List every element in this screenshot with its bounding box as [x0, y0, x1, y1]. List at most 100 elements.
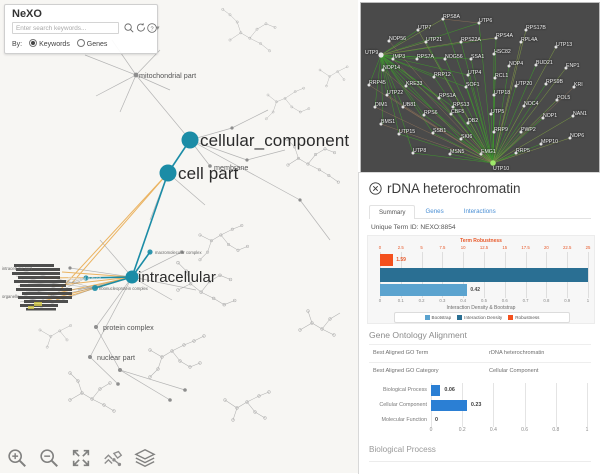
robustness-top-tick: 25: [585, 245, 591, 250]
bar-bootstrap: [380, 284, 468, 296]
go-chart-category-label: Biological Process: [382, 387, 427, 393]
robustness-bottom-tick: 0.4: [460, 298, 467, 303]
ontology-tree-graph: [12, 7, 349, 422]
node-label-macromolecular-complex: macromolecular complex: [155, 250, 202, 255]
legend-swatch: [508, 315, 514, 320]
robustness-top-tick: 15: [502, 245, 508, 250]
robustness-top-tick: 7.5: [439, 245, 446, 250]
radio-genes-label: Genes: [86, 41, 108, 48]
go-chart-value-label: 0.06: [444, 387, 455, 393]
robustness-top-tick: 22.5: [563, 245, 572, 250]
node-cell-part: [159, 164, 177, 182]
section-divider: [369, 461, 591, 462]
search-icon[interactable]: [123, 22, 135, 34]
robustness-top-tick: 0: [378, 245, 382, 250]
term-header: rDNA heterochromatin: [369, 181, 521, 196]
robustness-bottom-tick: 0.7: [522, 298, 529, 303]
term-detail-panel[interactable]: rDNA heterochromatin Summary Genes Inter…: [358, 172, 600, 474]
go-value-term: rDNA heterochromatin: [489, 350, 545, 356]
bar-value-label: 0.42: [470, 287, 481, 293]
go-chart-value-label: 0: [435, 417, 438, 423]
robustness-top-tick: 17.5: [521, 245, 530, 250]
node-label-ribonucleoprotein-complex: ribonucleoprotein complex: [99, 286, 148, 291]
help-icon[interactable]: ?: [146, 22, 158, 34]
layers-icon[interactable]: [134, 447, 156, 469]
legend-item[interactable]: Robustness: [508, 315, 539, 320]
bar-value-label: 1.59: [396, 257, 406, 263]
svg-text:?: ?: [150, 26, 153, 32]
legend-label: Interaction Density: [464, 315, 503, 320]
robustness-bottom-tick: 1: [586, 298, 590, 303]
robustness-bottom-tick: 0.2: [418, 298, 425, 303]
robustness-top-tick: 10: [460, 245, 466, 250]
app-title: NeXO: [12, 8, 42, 20]
node-label-mitochondrial-part: mitochondrial part: [139, 71, 197, 80]
node-cellular-component: [181, 131, 199, 149]
robustness-top-tick: 5: [420, 245, 423, 250]
legend-swatch: [424, 315, 430, 320]
fit-to-screen-icon[interactable]: [70, 447, 92, 469]
tab-interactions[interactable]: Interactions: [463, 208, 496, 215]
go-alignment-title: Gene Ontology Alignment: [369, 330, 467, 340]
go-chart-tick: 0.8: [552, 427, 560, 433]
zoom-out-icon[interactable]: [38, 447, 60, 469]
node-intracellular: [125, 270, 139, 284]
go-chart-bar: [431, 400, 467, 411]
node-label-organelle: organelle: [2, 294, 20, 299]
collapse-network-icon[interactable]: [102, 447, 124, 469]
node-label-nuclear-part: nuclear part: [97, 353, 135, 362]
radio-genes[interactable]: [76, 39, 85, 47]
zoom-in-icon[interactable]: [6, 447, 28, 469]
legend-swatch: [457, 315, 463, 320]
chevron-down-icon[interactable]: ▾: [156, 25, 160, 32]
chart-xlabel-density-bootstrap: Interaction Density & Bootstrap: [446, 305, 516, 311]
gridline: [555, 383, 557, 427]
tab-genes[interactable]: Genes: [425, 208, 444, 215]
chart-title-term-robustness: Term Robustness: [460, 238, 502, 244]
go-chart-value-label: 0.23: [470, 402, 482, 408]
go-chart-bar: [431, 385, 441, 396]
go-chart-category-label: Cellular Component: [379, 402, 427, 408]
robustness-bottom-tick: 0: [378, 298, 382, 303]
search-filter-row[interactable]: By: Keywords Genes: [12, 39, 107, 48]
node-label-intracellular-part: intracellular part: [2, 266, 32, 271]
radio-keywords[interactable]: [29, 39, 38, 47]
gridline: [588, 252, 589, 298]
go-row-category: Best Aligned GO Category Cellular Compon…: [369, 362, 591, 381]
by-label: By:: [12, 41, 23, 48]
node-label-membrane: membrane: [214, 163, 249, 172]
graph-toolbar[interactable]: [6, 447, 156, 469]
legend-label: Robustness: [515, 315, 540, 320]
radio-keywords-label: Keywords: [39, 41, 70, 48]
robustness-bottom-tick: 0.3: [439, 298, 446, 303]
term-robustness-chart: Term Robustness 0 2.5 5 7.5 10 12.5 15 17.5 20 22…: [367, 235, 595, 324]
term-tabs[interactable]: Summary Genes Interactions: [369, 203, 591, 219]
node-label-ribosomal-subunit: ribosomal subunit: [68, 276, 101, 281]
legend-item[interactable]: Interaction Density: [457, 315, 502, 320]
go-key-category: Best Aligned GO Category: [373, 368, 439, 374]
gene-network-graph: [367, 17, 576, 166]
legend-item[interactable]: Bootstrap: [424, 315, 451, 320]
robustness-top-tick: 20: [544, 245, 549, 250]
node-label-protein-complex: protein complex: [103, 323, 154, 332]
gene-interaction-network[interactable]: RPS8A UTP6 UTP7 RPS17B NOP56 UTP21 RPS22A RPS4A…: [360, 2, 600, 174]
tab-summary[interactable]: Summary: [369, 205, 416, 219]
bar-interaction-density: [380, 268, 588, 282]
refresh-icon[interactable]: [135, 22, 147, 34]
robustness-bottom-tick: 0.8: [543, 298, 550, 303]
ontology-tree-view[interactable]: cellular_component cell part intracellul…: [0, 0, 358, 473]
search-panel[interactable]: NeXO ? ▾ By: Keywords Genes: [4, 4, 160, 54]
gridline: [524, 383, 526, 427]
robustness-top-tick: 2.5: [397, 245, 404, 250]
bar-robustness: [380, 254, 394, 266]
go-chart-tick: 0.4: [489, 427, 497, 433]
close-circle-icon[interactable]: [369, 182, 382, 195]
robustness-bottom-tick: 0.5: [481, 298, 487, 303]
page-title: rDNA heterochromatin: [387, 181, 521, 196]
go-category-chart: 0 0.2 0.4 0.6 0.8 1 Biological Process 0.06 Cell…: [369, 381, 591, 439]
chart-legend: Bootstrap Interaction Density Robustness: [394, 312, 570, 323]
gridline: [587, 383, 588, 427]
search-input[interactable]: [12, 22, 119, 34]
go-value-category: Cellular Component: [489, 368, 539, 374]
